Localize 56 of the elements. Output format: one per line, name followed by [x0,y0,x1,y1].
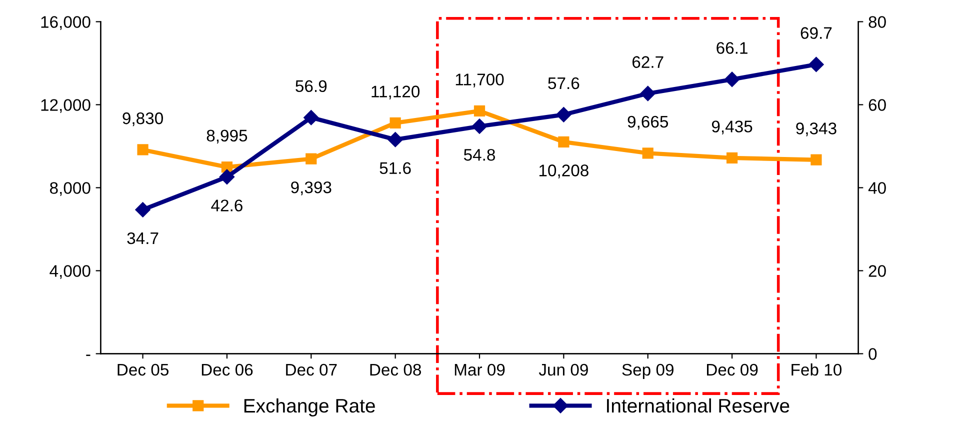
data-label: 9,665 [628,116,668,130]
point [808,56,824,72]
point [642,148,654,159]
y-tick-label: 16,000 [41,16,90,30]
data-label: 9,435 [712,120,752,134]
x-tick-label: Dec 09 [707,364,758,376]
data-label: 56.9 [296,80,327,92]
x-tick-label: Feb 10 [792,363,842,376]
x-tick-label: Dec 06 [202,364,253,376]
point [810,154,822,166]
point [724,72,740,87]
point [726,152,738,164]
y2-tick-label: 0 [868,348,877,360]
point [640,86,656,102]
x-tick-label: Mar 09 [454,364,505,376]
x-tick-label: Sep 09 [622,364,674,379]
y-tick-label: 12,000 [41,99,90,113]
point [558,136,570,148]
data-label: 9,830 [122,112,163,126]
data-label: 66.1 [716,42,748,54]
data-label: 69.7 [800,27,832,39]
data-label: 51.6 [380,162,411,174]
y-tick-label: - [86,354,90,356]
y2-tick-label: 80 [868,16,886,28]
x-tick-label: Dec 08 [370,364,421,376]
x-tick-label: Dec 05 [118,364,168,376]
point [135,202,150,218]
point [137,144,148,156]
y-tick-label: 4,000 [50,265,90,279]
data-label: 54.8 [464,148,495,161]
point [304,110,319,126]
point [474,105,486,116]
data-label: 34.7 [127,232,158,244]
point [472,118,488,134]
point [306,153,317,164]
y2-tick-label: 20 [868,265,886,277]
data-label: 62.7 [632,56,664,68]
point [556,107,572,122]
y2-tick-label: 60 [868,99,886,111]
data-label: 57.6 [548,77,580,90]
x-tick-label: Jun 09 [538,364,588,376]
point [219,169,235,184]
point [390,117,401,129]
legend-label: International Reserve [607,398,790,413]
data-label: 10,208 [539,164,588,178]
y-tick-label: 8,000 [50,182,90,196]
data-label: 8,995 [206,130,248,144]
data-label: 11,120 [372,86,420,100]
data-label: 42.6 [211,200,242,212]
point [388,132,403,148]
legend-label: Exchange Rate [244,398,375,416]
data-label: 11,700 [456,74,504,88]
x-tick-label: Dec 07 [286,364,337,376]
data-label: 9,393 [291,181,332,196]
y2-tick-label: 40 [868,182,886,194]
data-label: 9,343 [796,122,836,136]
